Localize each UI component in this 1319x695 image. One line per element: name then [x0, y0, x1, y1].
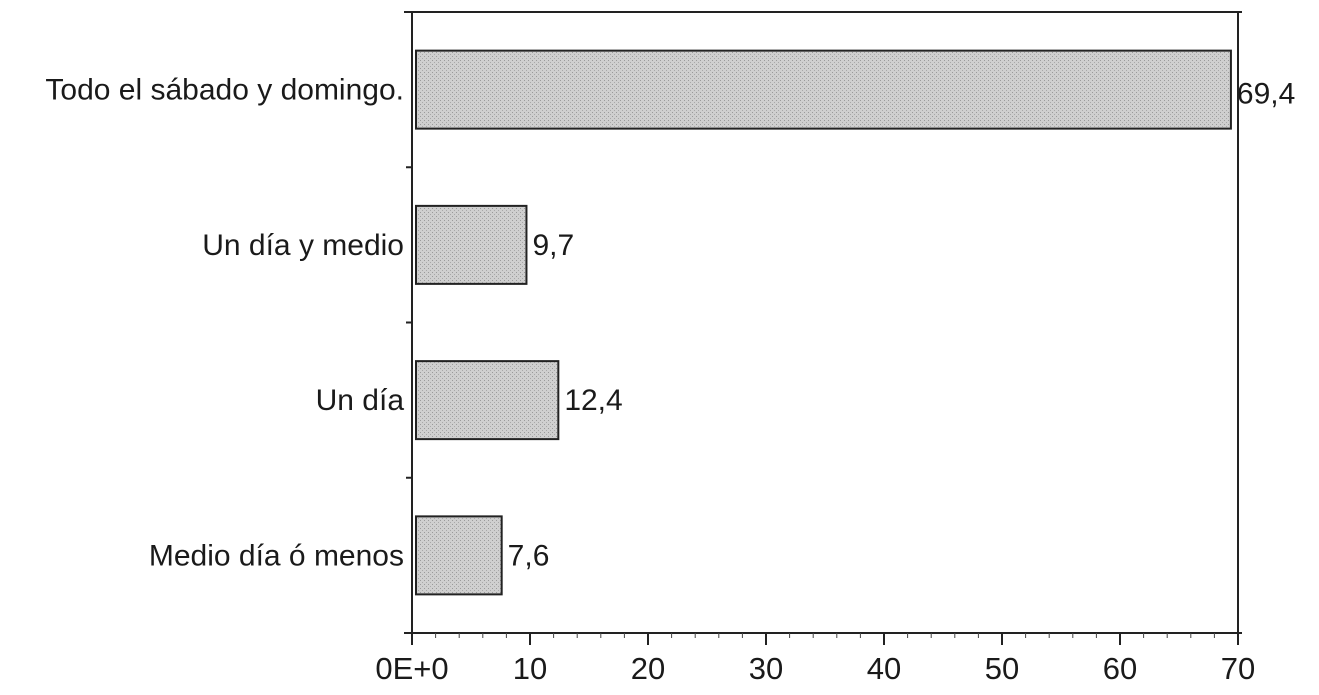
bar [415, 49, 1232, 130]
category-label: Un día [316, 384, 405, 417]
value-label: 69,4 [1237, 78, 1295, 111]
bar [415, 204, 528, 285]
x-tick-label: 60 [1103, 651, 1137, 686]
category-label: Medio día ó menos [149, 539, 404, 572]
category-label: Un día y medio [202, 229, 404, 262]
bars-layer [415, 49, 1232, 596]
bar [415, 360, 560, 441]
value-label: 7,6 [508, 539, 550, 572]
x-axis: 0E+0 10 20 30 40 50 60 70 [375, 632, 1255, 686]
labels-layer: Todo el sábado y domingo. 69,4 Un día y me… [45, 74, 1295, 573]
x-tick-label: 30 [749, 651, 783, 686]
value-label: 9,7 [532, 229, 574, 262]
category-label: Todo el sábado y domingo. [45, 74, 404, 107]
x-tick-label: 20 [631, 651, 665, 686]
x-tick-label: 70 [1221, 651, 1255, 686]
x-tick-label: 10 [513, 651, 547, 686]
bar [415, 515, 503, 596]
x-tick-label: 50 [985, 651, 1019, 686]
value-label: 12,4 [564, 384, 622, 417]
x-tick-label: 0E+0 [375, 651, 448, 686]
x-tick-label: 40 [867, 651, 901, 686]
plot-frame [404, 11, 1242, 639]
